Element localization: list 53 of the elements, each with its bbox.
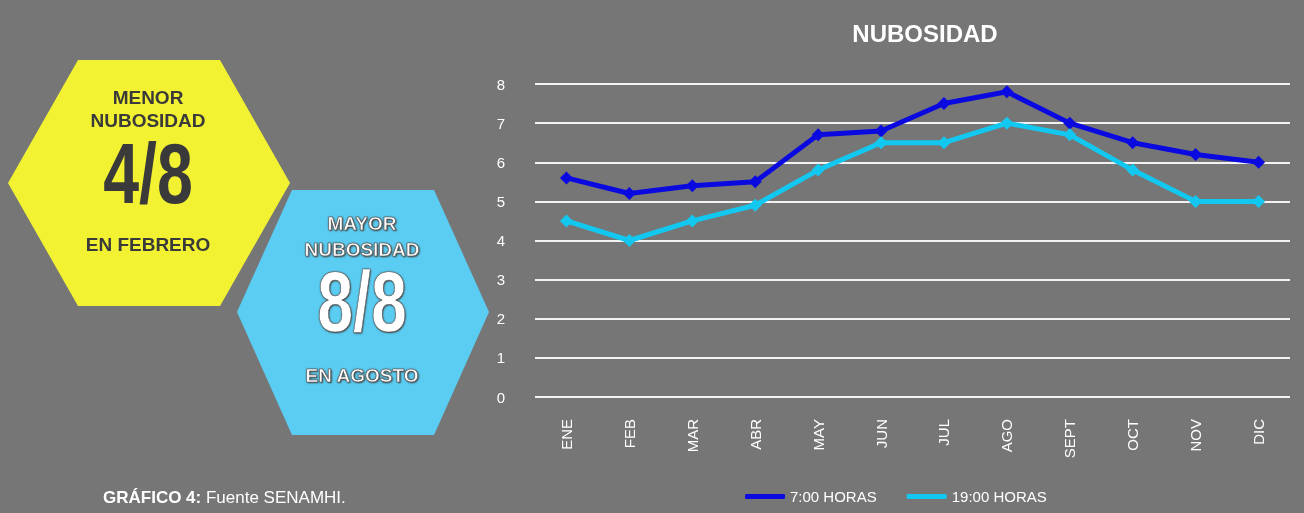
text: GRÁFICO 4: Fuente SENAMHI. <box>103 488 346 508</box>
point <box>874 136 888 150</box>
y-tick-label: 3 <box>496 271 505 289</box>
y-tick-label: 8 <box>496 75 505 93</box>
point <box>1126 163 1140 177</box>
y-tick-label: 7 <box>496 114 505 132</box>
y-tick-label: 2 <box>496 310 505 328</box>
point <box>1126 136 1140 150</box>
text: MAYOR <box>327 213 397 234</box>
point <box>1000 85 1014 99</box>
point <box>559 171 573 185</box>
x-tick-label: MAY <box>809 419 827 451</box>
x-tick-label: JUN <box>872 419 890 449</box>
point <box>685 214 699 228</box>
point <box>874 124 888 138</box>
point <box>748 198 762 212</box>
point <box>1063 116 1077 130</box>
point <box>1189 147 1203 161</box>
x-tick-label: ABR <box>746 418 764 450</box>
point <box>559 214 573 228</box>
x-tick-label: ENE <box>557 419 575 450</box>
point <box>811 128 825 142</box>
legend-label: 19:00 HORAS <box>951 488 1047 505</box>
x-tick-label: MAR <box>683 418 701 453</box>
text: NUBOSIDAD <box>90 110 206 131</box>
point <box>622 187 636 201</box>
x-tick-label: NOV <box>1187 419 1205 452</box>
legend-label: 7:00 HORAS <box>790 488 877 505</box>
x-tick-label: DIC <box>1250 418 1268 445</box>
text: EN AGOSTO <box>305 365 419 386</box>
y-tick-label: 4 <box>496 232 505 249</box>
x-tick-label: OCT <box>1124 419 1142 451</box>
chart-title: NUBOSIDAD <box>852 19 998 47</box>
point <box>622 234 636 247</box>
text: EN FEBRERO <box>85 234 211 255</box>
point <box>1252 194 1266 208</box>
point <box>1252 155 1266 169</box>
y-tick-label: 1 <box>496 349 505 367</box>
y-tick-label: 0 <box>496 388 505 406</box>
point <box>1063 128 1077 142</box>
point <box>937 136 951 150</box>
x-tick-label: SEPT <box>1061 419 1079 459</box>
x-tick-label: AGO <box>998 419 1016 453</box>
y-tick-label: 6 <box>496 153 505 171</box>
point <box>748 175 762 189</box>
text: MENOR <box>112 87 184 108</box>
point <box>1000 116 1014 130</box>
y-tick-label: 5 <box>496 192 505 210</box>
x-tick-label: FEB <box>620 419 638 449</box>
point <box>937 97 951 111</box>
point <box>685 179 699 193</box>
x-tick-label: JUL <box>935 419 953 446</box>
point <box>811 163 825 177</box>
